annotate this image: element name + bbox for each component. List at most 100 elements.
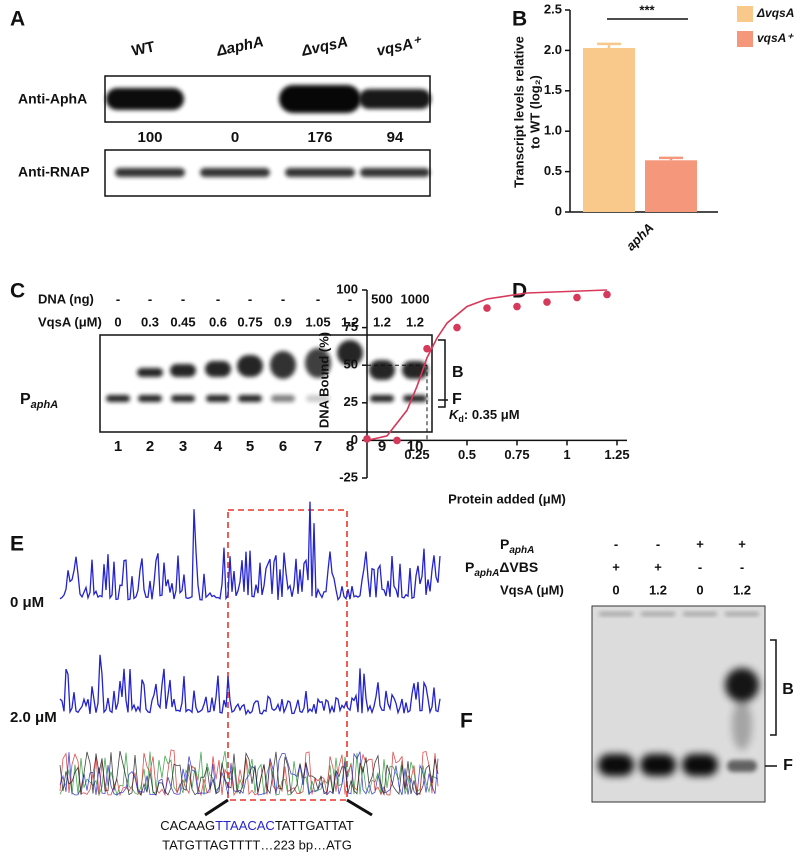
legend-label: ΔvqsA bbox=[756, 6, 794, 20]
x-tick-label: 1 bbox=[563, 447, 570, 462]
bound-label: B bbox=[782, 681, 794, 698]
trace bbox=[59, 654, 441, 716]
band bbox=[305, 348, 331, 378]
lane-number: 5 bbox=[246, 438, 254, 455]
lane-value: - bbox=[698, 559, 702, 574]
lane-label: ΔaphA bbox=[214, 33, 265, 60]
seq-site: TTAACAC bbox=[215, 818, 275, 833]
y-tick-label: 0 bbox=[555, 203, 562, 218]
lane-value: - bbox=[614, 536, 618, 551]
data-point bbox=[363, 435, 371, 443]
quantity: 0 bbox=[231, 129, 239, 146]
chromatogram bbox=[59, 751, 439, 796]
panel-label: F bbox=[460, 710, 473, 733]
probe-main: P bbox=[500, 536, 509, 552]
y-tick-label: 2.0 bbox=[544, 42, 562, 57]
y-tick-label: 0 bbox=[351, 432, 358, 447]
band bbox=[237, 355, 263, 377]
lane-value: + bbox=[696, 536, 704, 551]
lane-value: 0 bbox=[114, 314, 121, 329]
lane-number: 9 bbox=[378, 438, 386, 455]
lane-number: 3 bbox=[179, 438, 187, 455]
row-label: VqsA (μM) bbox=[38, 314, 102, 329]
lane-value: - bbox=[348, 291, 352, 306]
band bbox=[370, 395, 394, 402]
panel-label: B bbox=[512, 8, 527, 31]
kd-label: Kd: 0.35 μM bbox=[449, 407, 520, 424]
x-tick-label: 0.75 bbox=[504, 447, 529, 462]
band bbox=[271, 395, 295, 402]
lane-value: + bbox=[738, 536, 746, 551]
data-point bbox=[573, 293, 581, 302]
free-label: F bbox=[783, 757, 793, 774]
lane-value: - bbox=[116, 291, 120, 306]
seq-after: TATTGATTAT bbox=[275, 818, 354, 833]
band bbox=[206, 395, 230, 402]
y-tick-label: 0.5 bbox=[544, 163, 562, 178]
bar bbox=[583, 47, 635, 213]
quantity: 176 bbox=[307, 129, 332, 146]
chromatogram bbox=[59, 751, 439, 797]
band bbox=[306, 395, 330, 402]
band bbox=[725, 612, 759, 616]
lane-value: - bbox=[148, 291, 152, 306]
y-axis-label: to WT (log₂) bbox=[527, 75, 542, 149]
lane-number: 1 bbox=[114, 438, 122, 455]
lane-number: 7 bbox=[314, 438, 322, 455]
gel-frame bbox=[99, 334, 433, 433]
lane-number: 4 bbox=[214, 438, 223, 455]
band bbox=[106, 395, 130, 402]
lane-value: + bbox=[612, 559, 620, 574]
row-label: Anti-RNAP bbox=[18, 164, 90, 180]
data-point bbox=[423, 344, 431, 353]
band bbox=[337, 340, 363, 366]
x-axis-label: Protein added (μM) bbox=[448, 491, 566, 506]
probe-main: P bbox=[465, 559, 474, 575]
error-bar bbox=[659, 156, 683, 161]
error-bar bbox=[597, 42, 621, 48]
lane-value: 0.45 bbox=[170, 314, 195, 329]
lane-value: - bbox=[656, 536, 660, 551]
lane-number: 10 bbox=[407, 438, 424, 455]
x-tick-label: 1.25 bbox=[604, 447, 629, 462]
band bbox=[732, 700, 752, 750]
pointer bbox=[204, 798, 229, 817]
lane-value: - bbox=[181, 291, 185, 306]
band bbox=[137, 368, 163, 377]
data-point bbox=[543, 298, 551, 306]
panel-label: A bbox=[10, 8, 25, 31]
data-point bbox=[453, 323, 461, 332]
data-point bbox=[483, 304, 491, 312]
bracket bbox=[770, 639, 777, 736]
lane-value: 0 bbox=[696, 582, 703, 597]
sequence: CACAAGTTAACACTATTGATTAT bbox=[160, 818, 354, 833]
band bbox=[115, 168, 185, 177]
probe-sub: aphA bbox=[474, 568, 499, 579]
x-tick-label: 0.5 bbox=[458, 447, 476, 462]
bound-label: B bbox=[452, 364, 464, 381]
lane-value: - bbox=[248, 291, 252, 306]
band bbox=[403, 395, 427, 402]
seq-before: CACAAG bbox=[160, 818, 215, 833]
significance: *** bbox=[639, 2, 655, 17]
y-axis-label: Transcript levels relative bbox=[511, 36, 526, 188]
y-tick-label: 25 bbox=[344, 394, 358, 409]
kd-symbol: K bbox=[449, 407, 460, 422]
band bbox=[106, 88, 184, 110]
data-point bbox=[513, 302, 521, 311]
x-tick-label: aphA bbox=[623, 220, 657, 254]
quantity: 94 bbox=[387, 129, 404, 146]
bar bbox=[645, 160, 697, 212]
band bbox=[285, 168, 355, 177]
legend-swatch bbox=[737, 6, 753, 22]
lane-number: 6 bbox=[279, 438, 287, 455]
lane-value: + bbox=[654, 559, 662, 574]
y-tick-label: 2.5 bbox=[544, 1, 562, 16]
row-label: PaphA bbox=[500, 536, 534, 556]
row-label: Anti-AphA bbox=[18, 91, 87, 107]
band bbox=[598, 754, 634, 776]
band bbox=[727, 760, 757, 772]
quantity: 100 bbox=[137, 129, 162, 146]
y-tick-label: 100 bbox=[336, 281, 358, 296]
